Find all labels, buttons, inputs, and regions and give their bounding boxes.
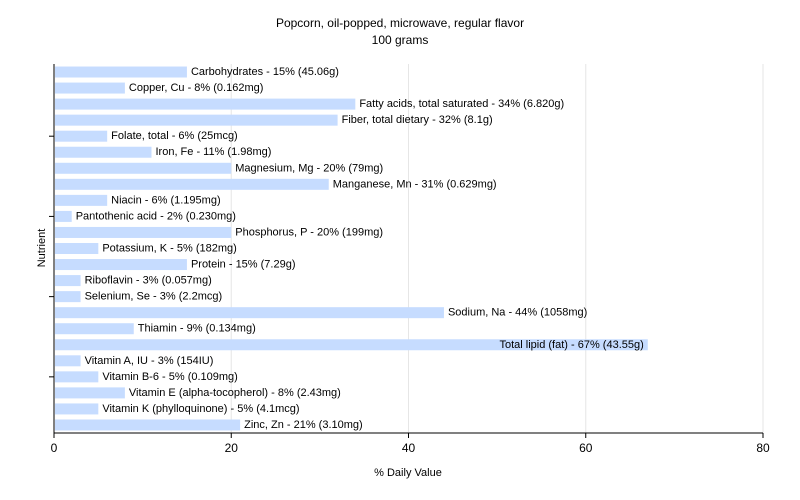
y-axis-ticks: [49, 135, 54, 378]
x-axis-ticks: 0 20 40 60 80: [51, 433, 770, 455]
x-tick-label-4: 80: [756, 441, 770, 455]
bar-18: [55, 355, 81, 367]
bar-6: [55, 162, 232, 174]
bar-label-17: Total lipid (fat) - 67% (43.55g): [499, 339, 643, 351]
x-tick-label-0: 0: [51, 441, 58, 455]
bar-22: [55, 419, 241, 431]
bar-label-11: Potassium, K - 5% (182mg): [102, 243, 237, 255]
bar-4: [55, 130, 108, 142]
bar-label-12: Protein - 15% (7.29g): [191, 259, 296, 271]
bar-8: [55, 194, 108, 206]
bar-label-22: Zinc, Zn - 21% (3.10mg): [244, 419, 363, 431]
bar-1: [55, 82, 125, 94]
bar-label-18: Vitamin A, IU - 3% (154IU): [85, 355, 214, 367]
bar-17: [55, 339, 648, 351]
bar-label-14: Selenium, Se - 3% (2.2mcg): [85, 291, 223, 303]
bar-label-5: Iron, Fe - 11% (1.98mg): [155, 146, 271, 158]
bar-label-1: Copper, Cu - 8% (0.162mg): [129, 82, 264, 94]
bar-label-3: Fiber, total dietary - 32% (8.1g): [342, 114, 493, 126]
bar-21: [55, 403, 99, 415]
chart-title: Popcorn, oil-popped, microwave, regular …: [276, 16, 524, 30]
bar-20: [55, 387, 125, 399]
y-axis-title: Nutrient: [36, 229, 48, 268]
bar-13: [55, 275, 81, 287]
bars-group: [55, 66, 648, 431]
bar-label-7: Manganese, Mn - 31% (0.629mg): [333, 178, 497, 190]
bar-label-15: Sodium, Na - 44% (1058mg): [448, 307, 587, 319]
x-tick-label-2: 40: [402, 441, 416, 455]
bar-label-2: Fatty acids, total saturated - 34% (6.82…: [359, 98, 564, 110]
bar-2: [55, 98, 356, 110]
chart-subtitle: 100 grams: [372, 33, 429, 47]
bar-label-0: Carbohydrates - 15% (45.06g): [191, 66, 339, 78]
x-axis-title: % Daily Value: [374, 467, 442, 479]
bar-11: [55, 243, 99, 254]
bar-label-9: Pantothenic acid - 2% (0.230mg): [76, 210, 236, 222]
bar-label-21: Vitamin K (phylloquinone) - 5% (4.1mcg): [102, 403, 299, 415]
bar-15: [55, 307, 444, 319]
bar-label-4: Folate, total - 6% (25mcg): [111, 130, 238, 142]
bar-19: [55, 371, 99, 383]
bar-label-16: Thiamin - 9% (0.134mg): [138, 323, 256, 335]
bar-label-10: Phosphorus, P - 20% (199mg): [235, 226, 383, 238]
bar-14: [55, 291, 81, 303]
bar-10: [55, 226, 232, 238]
bar-labels-group: Carbohydrates - 15% (45.06g) Copper, Cu -…: [76, 66, 644, 431]
bar-9: [55, 210, 72, 222]
grid-lines: [230, 64, 764, 433]
bar-label-8: Niacin - 6% (1.195mg): [111, 194, 220, 206]
bar-7: [55, 178, 329, 190]
bar-label-6: Magnesium, Mg - 20% (79mg): [235, 162, 383, 174]
bar-5: [55, 146, 152, 158]
bar-16: [55, 323, 134, 335]
bar-3: [55, 114, 338, 126]
bar-label-13: Riboflavin - 3% (0.057mg): [85, 275, 212, 287]
x-tick-label-1: 20: [225, 441, 239, 455]
bar-0: [55, 66, 187, 78]
x-tick-label-3: 60: [579, 441, 593, 455]
bar-label-19: Vitamin B-6 - 5% (0.109mg): [102, 371, 238, 383]
bar-12: [55, 259, 187, 271]
bar-label-20: Vitamin E (alpha-tocopherol) - 8% (2.43m…: [129, 387, 341, 399]
